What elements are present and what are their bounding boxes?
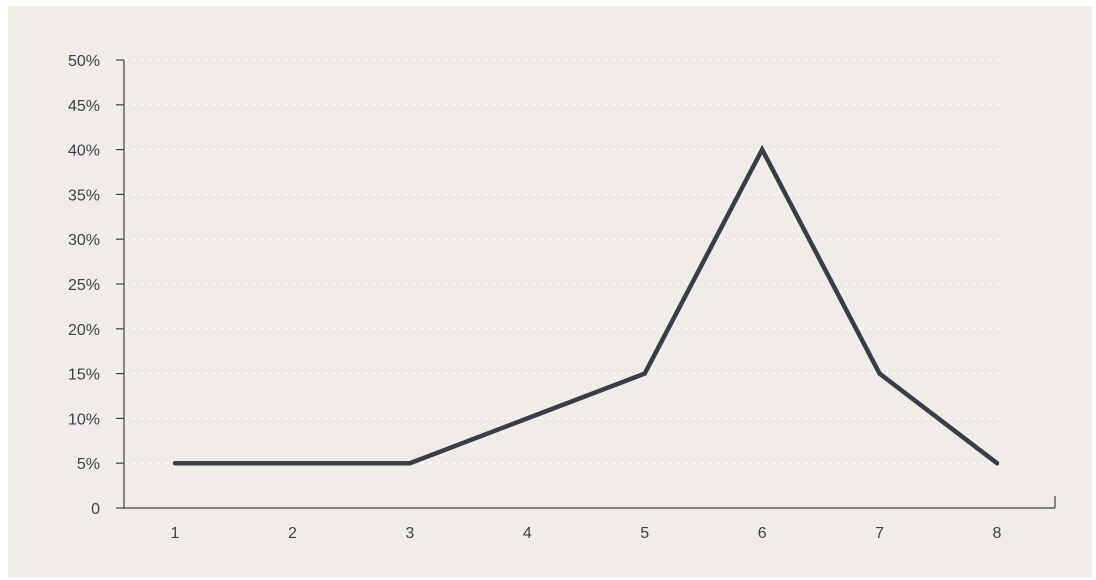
x-tick-label: 5 [640, 525, 649, 542]
y-tick-label: 25% [68, 277, 100, 294]
y-tick-label: 0 [91, 501, 100, 518]
y-tick-label: 30% [68, 232, 100, 249]
y-tick-label: 45% [68, 98, 100, 115]
y-tick-label: 40% [68, 143, 100, 160]
x-tick-label: 2 [288, 525, 297, 542]
y-axis-ticks: 0 5% 10% 15% 20% 25% 30% 35% 40% 45% 50% [68, 53, 124, 518]
y-tick-label: 15% [68, 367, 100, 384]
series-line [172, 144, 1000, 466]
y-tick-label: 20% [68, 322, 100, 339]
y-tick-label: 5% [77, 456, 100, 473]
y-tick-label: 10% [68, 411, 100, 428]
y-tick-label: 50% [68, 53, 100, 70]
x-tick-label: 1 [171, 525, 180, 542]
series-group [172, 144, 1000, 466]
y-tick-label: 35% [68, 187, 100, 204]
chart-panel [8, 6, 1092, 578]
x-axis-ticks: 1 2 3 4 5 6 7 8 [171, 525, 1002, 542]
x-tick-label: 8 [993, 525, 1002, 542]
x-tick-label: 4 [523, 525, 532, 542]
x-tick-label: 3 [405, 525, 414, 542]
x-tick-label: 6 [758, 525, 767, 542]
x-tick-label: 7 [875, 525, 884, 542]
grid-lines [124, 59, 1000, 464]
